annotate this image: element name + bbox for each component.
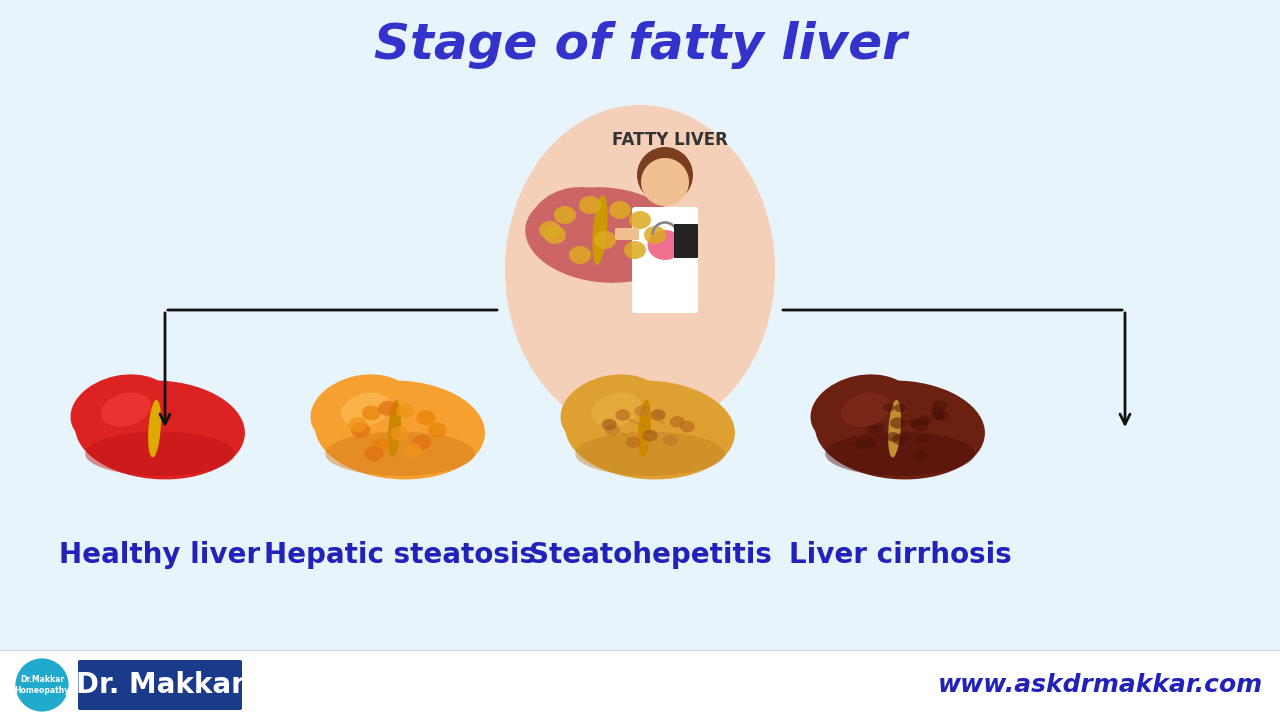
Ellipse shape (311, 374, 415, 448)
Circle shape (637, 147, 692, 203)
Ellipse shape (625, 241, 646, 259)
Ellipse shape (351, 423, 370, 438)
Circle shape (14, 657, 70, 713)
Text: Healthy liver: Healthy liver (59, 541, 261, 569)
Text: Hepatic steatosis: Hepatic steatosis (264, 541, 536, 569)
Ellipse shape (570, 246, 591, 264)
Ellipse shape (579, 196, 602, 214)
Ellipse shape (890, 418, 906, 428)
Ellipse shape (815, 381, 984, 480)
Ellipse shape (680, 420, 695, 433)
Ellipse shape (609, 201, 631, 219)
Ellipse shape (591, 392, 641, 427)
Ellipse shape (640, 401, 728, 469)
Ellipse shape (931, 406, 945, 416)
Ellipse shape (895, 404, 906, 412)
Ellipse shape (561, 374, 664, 448)
Ellipse shape (325, 432, 475, 476)
Ellipse shape (86, 432, 234, 476)
Ellipse shape (396, 403, 415, 418)
Ellipse shape (841, 392, 891, 427)
Text: Dr. Makkar: Dr. Makkar (76, 671, 244, 699)
Ellipse shape (371, 438, 390, 452)
Text: Stage of fatty liver: Stage of fatty liver (374, 21, 906, 69)
Ellipse shape (388, 400, 401, 457)
Ellipse shape (416, 410, 435, 426)
Ellipse shape (663, 434, 678, 446)
Ellipse shape (403, 443, 422, 458)
Ellipse shape (428, 423, 447, 438)
Ellipse shape (635, 405, 649, 417)
Ellipse shape (76, 381, 244, 480)
Ellipse shape (365, 446, 384, 462)
Ellipse shape (544, 226, 566, 244)
Ellipse shape (340, 392, 390, 427)
Ellipse shape (148, 400, 161, 457)
Ellipse shape (643, 430, 658, 441)
Ellipse shape (890, 401, 978, 469)
Ellipse shape (362, 405, 381, 420)
Ellipse shape (934, 411, 948, 421)
Text: Steatohepetitis: Steatohepetitis (529, 541, 772, 569)
Ellipse shape (506, 105, 774, 435)
FancyBboxPatch shape (78, 660, 242, 710)
FancyBboxPatch shape (614, 228, 639, 240)
Text: FATTY LIVER: FATTY LIVER (612, 131, 728, 149)
Ellipse shape (932, 410, 945, 420)
Ellipse shape (908, 418, 922, 428)
Ellipse shape (867, 425, 879, 434)
Circle shape (641, 158, 689, 206)
FancyBboxPatch shape (675, 224, 698, 258)
Ellipse shape (564, 381, 735, 480)
Ellipse shape (639, 400, 652, 457)
Ellipse shape (593, 195, 608, 265)
Ellipse shape (412, 435, 431, 450)
Ellipse shape (595, 210, 675, 270)
Ellipse shape (933, 400, 947, 410)
Ellipse shape (914, 450, 928, 459)
Text: www.askdrmakkar.com: www.askdrmakkar.com (937, 673, 1262, 697)
Ellipse shape (913, 420, 928, 431)
Ellipse shape (650, 409, 666, 420)
Ellipse shape (379, 401, 397, 415)
Ellipse shape (315, 381, 485, 480)
Ellipse shape (916, 434, 929, 444)
Ellipse shape (628, 211, 652, 229)
Ellipse shape (873, 423, 886, 432)
Ellipse shape (101, 392, 151, 427)
Ellipse shape (525, 187, 685, 283)
Ellipse shape (892, 433, 908, 445)
Ellipse shape (810, 374, 915, 448)
Ellipse shape (70, 374, 174, 448)
Ellipse shape (826, 432, 975, 476)
FancyBboxPatch shape (632, 207, 698, 313)
Ellipse shape (602, 419, 617, 431)
Ellipse shape (594, 231, 616, 249)
Ellipse shape (864, 438, 877, 447)
Ellipse shape (539, 221, 561, 239)
Text: Dr.Makkar
Homeopathy: Dr.Makkar Homeopathy (14, 675, 69, 695)
Ellipse shape (390, 426, 410, 441)
Ellipse shape (575, 432, 724, 476)
Ellipse shape (390, 401, 477, 469)
Ellipse shape (605, 424, 620, 436)
Ellipse shape (644, 226, 666, 244)
Ellipse shape (669, 416, 685, 428)
Ellipse shape (854, 440, 868, 449)
Ellipse shape (150, 401, 238, 469)
Ellipse shape (554, 206, 576, 224)
Ellipse shape (626, 436, 640, 448)
Ellipse shape (883, 403, 895, 412)
Text: Liver cirrhosis: Liver cirrhosis (788, 541, 1011, 569)
Ellipse shape (616, 409, 630, 420)
Ellipse shape (530, 187, 620, 253)
Ellipse shape (648, 230, 682, 260)
Ellipse shape (887, 432, 900, 442)
Ellipse shape (348, 417, 367, 432)
Ellipse shape (888, 400, 901, 457)
Ellipse shape (918, 415, 932, 426)
Bar (0, 650, 1280, 720)
